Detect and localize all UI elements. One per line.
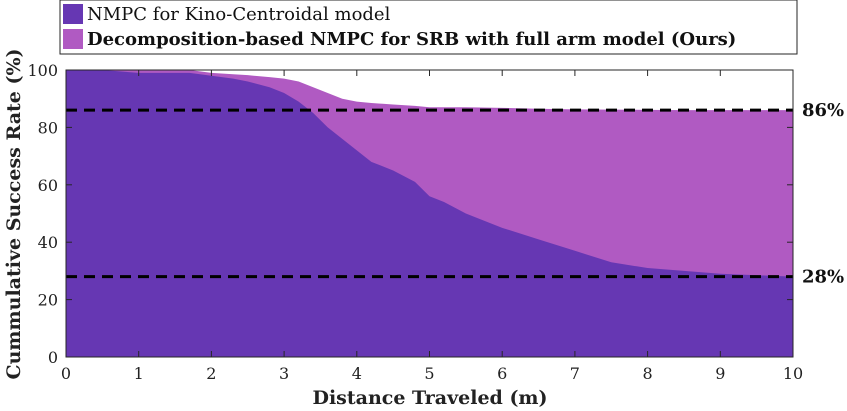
legend: NMPC for Kino-Centroidal model Decomposit… <box>59 0 798 55</box>
x-tick-label: 9 <box>715 364 725 383</box>
y-tick-label: 80 <box>38 118 58 137</box>
x-tick-label: 3 <box>279 364 289 383</box>
legend-label-1: NMPC for Kino-Centroidal model <box>87 4 391 25</box>
x-tick-label: 2 <box>206 364 216 383</box>
area-kino-centroidal <box>66 70 793 357</box>
x-tick-label: 7 <box>570 364 580 383</box>
x-tick-label: 4 <box>352 364 362 383</box>
y-axis-title: Cummulative Success Rate (%) <box>3 48 25 379</box>
y-tick-label: 100 <box>27 61 58 80</box>
y-tick-label: 60 <box>38 176 58 195</box>
y-tick-label: 0 <box>48 348 58 367</box>
legend-box <box>59 0 798 55</box>
legend-swatch-2 <box>63 29 83 49</box>
x-tick-label: 10 <box>783 364 803 383</box>
x-axis-title: Distance Traveled (m) <box>312 387 547 409</box>
y-tick-label: 40 <box>38 233 58 252</box>
x-tick-label: 8 <box>643 364 653 383</box>
x-tick-label: 0 <box>61 364 71 383</box>
x-tick-label: 1 <box>134 364 144 383</box>
legend-swatch-1 <box>63 4 83 24</box>
reference-label-28: 28% <box>802 267 844 288</box>
y-tick-label: 20 <box>38 291 58 310</box>
x-tick-label: 6 <box>497 364 507 383</box>
x-tick-label: 5 <box>424 364 434 383</box>
reference-lines: 86% 28% <box>66 100 844 288</box>
area-layer <box>66 70 793 357</box>
legend-label-2: Decomposition-based NMPC for SRB with fu… <box>87 29 736 50</box>
reference-label-86: 86% <box>802 100 844 121</box>
